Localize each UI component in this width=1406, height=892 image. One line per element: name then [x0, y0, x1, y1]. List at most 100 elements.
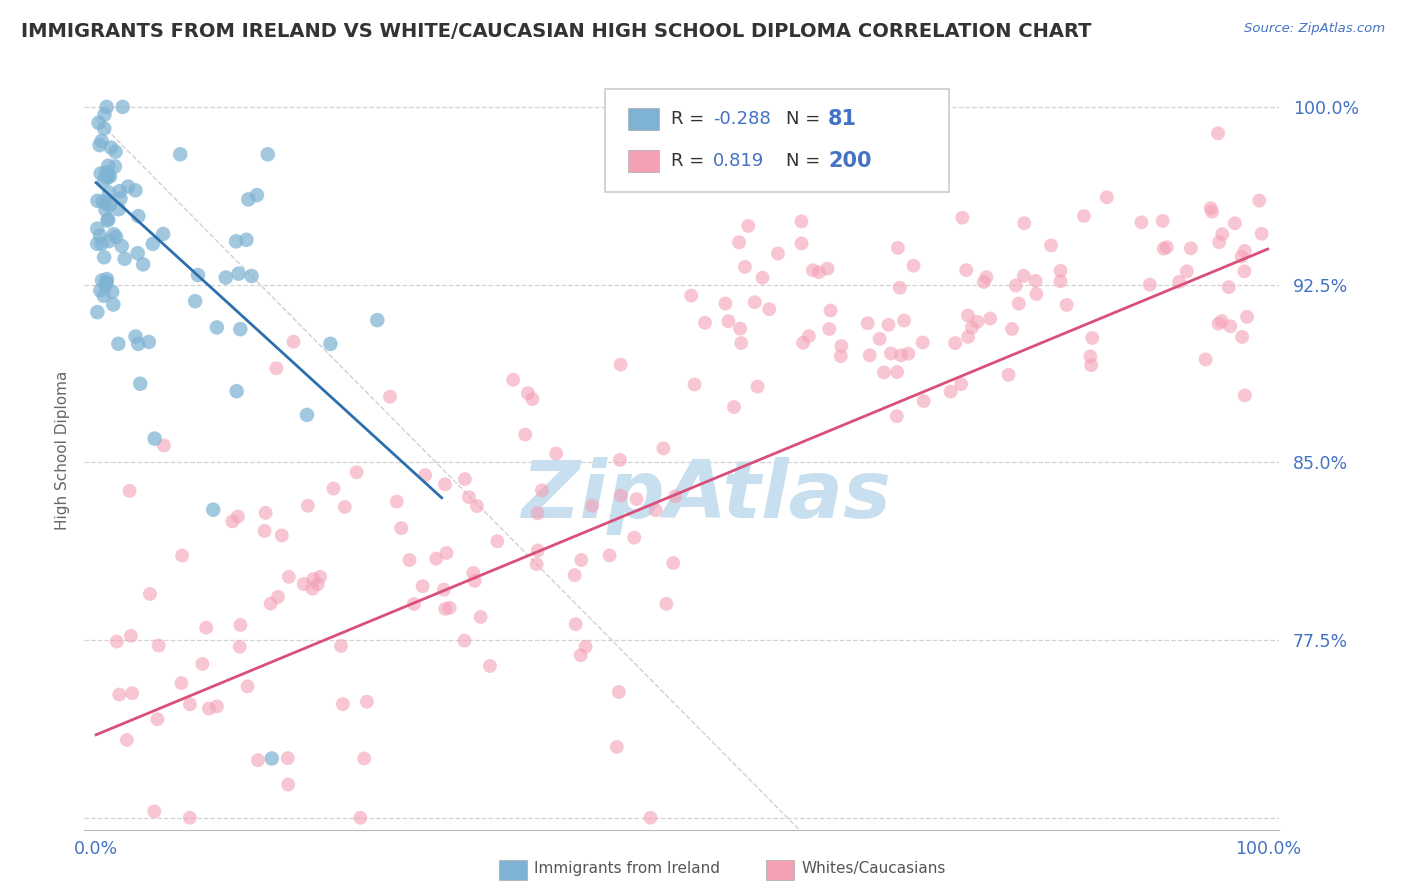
Point	[458, 490, 481, 504]
Point	[179, 811, 201, 825]
Point	[172, 549, 194, 563]
Point	[869, 332, 891, 346]
Point	[1208, 235, 1230, 250]
Point	[877, 318, 900, 332]
Point	[169, 147, 191, 161]
Point	[526, 506, 548, 520]
Point	[911, 335, 934, 350]
Point	[434, 477, 457, 491]
Point	[655, 597, 678, 611]
Point	[728, 321, 751, 335]
Point	[1208, 317, 1230, 331]
Point	[766, 246, 789, 260]
Point	[955, 263, 977, 277]
Point	[385, 494, 408, 508]
Point	[104, 145, 127, 159]
Point	[801, 263, 824, 277]
Point	[191, 657, 214, 671]
Point	[957, 330, 980, 344]
Point	[903, 259, 925, 273]
Point	[693, 316, 716, 330]
Point	[890, 348, 912, 362]
Point	[1211, 314, 1233, 328]
Point	[744, 295, 766, 310]
Point	[349, 811, 371, 825]
Point	[146, 712, 169, 726]
Point	[1230, 330, 1253, 344]
Point	[277, 570, 299, 584]
Point	[609, 358, 631, 372]
Point	[127, 209, 149, 223]
Point	[527, 543, 550, 558]
Point	[184, 294, 207, 309]
Point	[91, 194, 114, 209]
Point	[412, 579, 434, 593]
Point	[322, 482, 344, 496]
Point	[943, 336, 966, 351]
Point	[90, 166, 112, 180]
Point	[939, 384, 962, 399]
Text: N =: N =	[786, 152, 825, 169]
Point	[609, 453, 631, 467]
Point	[93, 250, 115, 264]
Text: R =: R =	[671, 110, 710, 128]
Point	[283, 334, 305, 349]
Point	[818, 322, 841, 336]
Point	[90, 134, 112, 148]
Point	[118, 483, 141, 498]
Point	[89, 138, 111, 153]
Point	[1095, 190, 1118, 204]
Point	[1233, 388, 1256, 402]
Point	[86, 221, 108, 235]
Point	[86, 236, 108, 251]
Point	[105, 230, 128, 244]
Point	[205, 699, 228, 714]
Point	[530, 483, 553, 498]
Point	[138, 334, 160, 349]
Point	[464, 574, 486, 588]
Point	[330, 639, 353, 653]
Point	[1249, 194, 1271, 208]
Point	[295, 408, 318, 422]
Point	[717, 314, 740, 328]
Point	[94, 165, 117, 179]
Point	[792, 335, 814, 350]
Point	[817, 261, 839, 276]
Point	[98, 234, 121, 248]
Point	[260, 751, 283, 765]
Point	[433, 582, 456, 597]
Point	[425, 551, 447, 566]
Text: Source: ZipAtlas.com: Source: ZipAtlas.com	[1244, 22, 1385, 36]
Point	[389, 521, 412, 535]
Point	[526, 557, 548, 571]
Point	[626, 491, 648, 506]
Point	[1049, 274, 1071, 288]
Text: 81: 81	[828, 109, 858, 128]
Point	[1180, 241, 1202, 255]
Point	[266, 361, 288, 376]
Point	[238, 193, 260, 207]
Text: 0.819: 0.819	[713, 152, 763, 169]
Point	[107, 336, 129, 351]
Point	[699, 177, 721, 191]
Point	[236, 679, 259, 693]
Point	[307, 577, 329, 591]
Point	[681, 288, 703, 302]
Point	[96, 196, 118, 211]
Point	[1080, 358, 1102, 372]
Point	[1012, 216, 1035, 230]
Point	[714, 296, 737, 310]
Point	[277, 751, 299, 765]
Point	[574, 640, 596, 654]
Point	[859, 348, 882, 362]
Point	[87, 116, 110, 130]
Point	[758, 302, 780, 317]
Point	[997, 368, 1019, 382]
Point	[86, 194, 108, 208]
Point	[121, 686, 143, 700]
Text: ZipAtlas: ZipAtlas	[520, 457, 891, 535]
Point	[856, 316, 879, 330]
Point	[1001, 322, 1024, 336]
Point	[502, 373, 524, 387]
Point	[94, 277, 117, 291]
